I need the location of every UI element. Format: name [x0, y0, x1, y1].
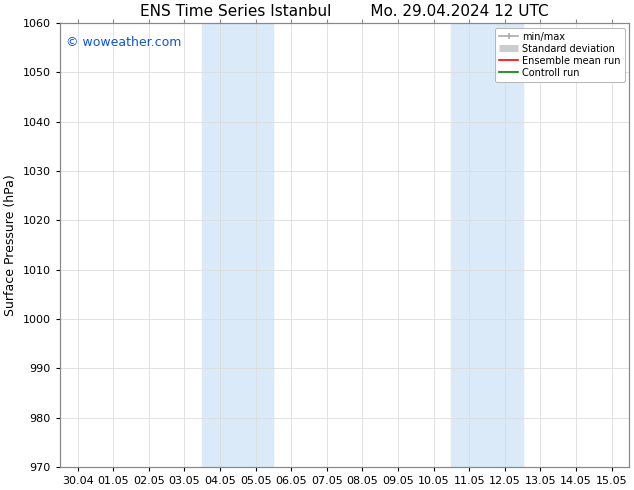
Legend: min/max, Standard deviation, Ensemble mean run, Controll run: min/max, Standard deviation, Ensemble me…	[495, 28, 624, 81]
Bar	[451, 23, 522, 467]
Title: ENS Time Series Istanbul        Mo. 29.04.2024 12 UTC: ENS Time Series Istanbul Mo. 29.04.2024 …	[140, 4, 549, 19]
Bar	[202, 23, 273, 467]
Y-axis label: Surface Pressure (hPa): Surface Pressure (hPa)	[4, 174, 17, 316]
Text: © woweather.com: © woweather.com	[65, 36, 181, 49]
